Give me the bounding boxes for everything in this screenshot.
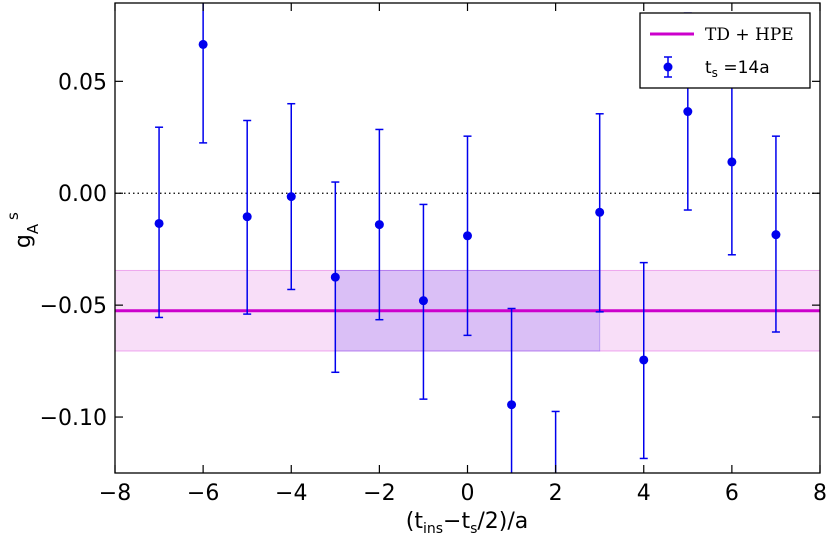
legend-label-ts: ts =14a [705, 58, 770, 80]
marker [374, 220, 384, 230]
data-point-t7 [771, 135, 781, 333]
y-tick-label: −0.05 [40, 294, 107, 319]
marker [507, 400, 517, 410]
y-tick-label: 0.05 [58, 70, 107, 95]
marker [595, 207, 605, 217]
marker [154, 218, 164, 228]
x-tick-label: 6 [725, 481, 739, 506]
marker [418, 296, 428, 306]
data-point-t3 [595, 113, 605, 313]
data-point-t2 [551, 410, 560, 473]
y-tick-label: −0.10 [40, 406, 107, 431]
data-point-t0 [463, 135, 472, 337]
y-axis-label: gA s [4, 212, 42, 248]
x-tick-label: 0 [461, 481, 475, 506]
data-point-t-5 [242, 119, 252, 315]
legend: TD + HPE ts =14a [639, 12, 811, 89]
y-tick-label: 0.00 [58, 182, 107, 207]
x-tick-label: −2 [363, 481, 395, 506]
data-point-t1 [507, 307, 517, 473]
marker [727, 157, 737, 167]
legend-errorbar-marker [663, 56, 673, 78]
x-tick-label: 8 [813, 481, 827, 506]
data-point-t-7 [154, 126, 164, 319]
x-tick-label: −8 [99, 481, 131, 506]
marker [639, 355, 649, 365]
marker [198, 39, 208, 49]
marker [463, 231, 472, 241]
data-point-t-2 [374, 128, 384, 321]
svg-text:gA: gA [11, 223, 42, 248]
marker [771, 230, 781, 240]
data-point-t-3 [330, 181, 340, 374]
y-axis-label-superscript: s [4, 212, 22, 220]
marker [286, 192, 296, 202]
data-point-t-4 [286, 102, 296, 291]
legend-label-td-hpe: TD + HPE [705, 25, 794, 45]
x-tick-label: −4 [275, 481, 307, 506]
x-axis-label: (tins−ts/2)/a [406, 509, 529, 533]
data-point-t4 [639, 261, 649, 460]
x-tick-label: 2 [549, 481, 563, 506]
data-point-t6 [727, 68, 737, 256]
marker [242, 212, 252, 222]
x-tick-label: −6 [187, 481, 219, 506]
ticks-layer: −8 −6 −4 −2 0 2 4 6 8 −0.10 −0.05 0.00 0.05 [40, 3, 827, 506]
marker [330, 272, 340, 282]
x-tick-label: 4 [637, 481, 651, 506]
data-point-t-1 [418, 203, 428, 400]
data-points-layer [154, 3, 781, 473]
data-point-t-6 [198, 3, 208, 144]
marker [683, 107, 693, 117]
